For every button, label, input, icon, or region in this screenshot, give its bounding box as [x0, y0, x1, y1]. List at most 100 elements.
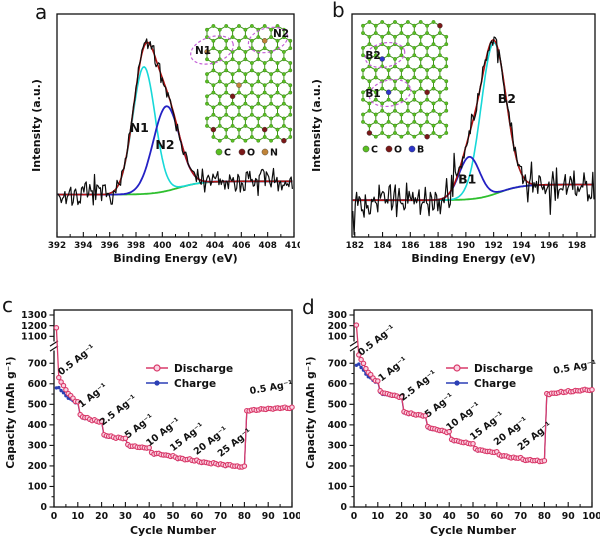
svg-text:Cycle Number: Cycle Number [130, 524, 217, 537]
panel-letter-b: b [332, 0, 345, 22]
svg-text:Discharge: Discharge [174, 363, 233, 375]
svg-text:N2: N2 [273, 28, 289, 40]
svg-text:N2: N2 [155, 137, 174, 152]
svg-text:394: 394 [74, 241, 92, 251]
svg-text:1200: 1200 [21, 321, 47, 332]
svg-text:1 Ag⁻¹: 1 Ag⁻¹ [76, 381, 109, 410]
svg-text:Discharge: Discharge [474, 363, 533, 375]
svg-text:188: 188 [429, 241, 447, 251]
svg-text:410: 410 [285, 241, 300, 251]
svg-text:100: 100 [328, 482, 348, 493]
svg-text:Intensity (a.u.): Intensity (a.u.) [30, 79, 43, 172]
svg-text:700: 700 [28, 358, 48, 369]
svg-text:404: 404 [206, 241, 224, 251]
svg-text:0: 0 [51, 511, 58, 522]
svg-text:40: 40 [443, 511, 456, 522]
xps-b1s-chart: 182 184 186 188 190 192 194 196 198 Binding Energ… [310, 13, 596, 265]
svg-text:300: 300 [328, 310, 348, 321]
svg-text:0: 0 [341, 502, 348, 513]
svg-text:Capacity (mAh g⁻¹): Capacity (mAh g⁻¹) [5, 356, 17, 468]
svg-text:402: 402 [179, 241, 197, 251]
svg-text:70: 70 [214, 511, 227, 522]
svg-text:20: 20 [395, 511, 408, 522]
svg-text:200: 200 [328, 321, 348, 332]
panel-letter-a: a [35, 0, 48, 24]
svg-text:194: 194 [512, 241, 530, 251]
svg-text:406: 406 [232, 241, 250, 251]
svg-text:100: 100 [28, 482, 48, 493]
svg-text:400: 400 [153, 241, 171, 251]
svg-text:500: 500 [328, 400, 348, 411]
svg-text:400: 400 [28, 420, 48, 431]
svg-text:Cycle Number: Cycle Number [430, 524, 517, 537]
svg-text:N: N [270, 147, 278, 158]
svg-text:80: 80 [538, 511, 551, 522]
svg-text:B1: B1 [365, 88, 380, 100]
svg-text:0: 0 [41, 502, 48, 513]
svg-text:O: O [394, 144, 402, 155]
svg-text:0.5 Ag⁻¹: 0.5 Ag⁻¹ [553, 358, 598, 376]
svg-text:1 Ag⁻¹: 1 Ag⁻¹ [376, 355, 409, 384]
svg-text:B: B [417, 144, 424, 155]
svg-text:N1: N1 [195, 45, 211, 57]
svg-text:396: 396 [100, 241, 118, 251]
svg-text:70: 70 [514, 511, 527, 522]
panel-a-xps-n1s: 392 394 396 398 400 402 404 406 408 410 Binding En… [0, 0, 300, 273]
svg-text:80: 80 [238, 511, 251, 522]
svg-text:600: 600 [28, 379, 48, 390]
svg-text:0.5 Ag⁻¹: 0.5 Ag⁻¹ [56, 343, 97, 378]
svg-text:198: 198 [568, 241, 586, 251]
svg-text:300: 300 [28, 441, 48, 452]
svg-text:90: 90 [562, 511, 575, 522]
svg-text:184: 184 [373, 241, 391, 251]
svg-text:300: 300 [328, 441, 348, 452]
svg-text:Binding Energy (eV): Binding Energy (eV) [411, 252, 535, 265]
svg-text:B2: B2 [365, 50, 380, 62]
svg-text:50: 50 [167, 511, 180, 522]
svg-text:Capacity (mAh g⁻¹): Capacity (mAh g⁻¹) [305, 356, 317, 468]
svg-text:196: 196 [540, 241, 558, 251]
svg-text:N1: N1 [130, 120, 149, 135]
svg-text:398: 398 [127, 241, 145, 251]
panel-d-rate-capability: 0 10 20 30 40 50 60 70 80 90 100 0 100 200 300 400 500 60… [300, 273, 600, 546]
svg-text:10: 10 [371, 511, 384, 522]
svg-text:Intensity (a.u.): Intensity (a.u.) [310, 79, 323, 172]
svg-text:0.5 Ag⁻¹: 0.5 Ag⁻¹ [356, 323, 397, 358]
svg-text:Binding Energy (eV): Binding Energy (eV) [113, 252, 237, 265]
svg-text:C: C [224, 147, 231, 158]
panel-c-rate-capability: 0 10 20 30 40 50 60 70 80 90 100 0 100 200 300 400 500 60… [0, 273, 300, 546]
svg-text:186: 186 [401, 241, 419, 251]
svg-text:392: 392 [48, 241, 66, 251]
svg-text:192: 192 [484, 241, 502, 251]
svg-text:0: 0 [351, 511, 358, 522]
svg-text:700: 700 [328, 358, 348, 369]
svg-text:200: 200 [28, 461, 48, 472]
svg-text:400: 400 [328, 420, 348, 431]
svg-text:500: 500 [28, 400, 48, 411]
svg-text:190: 190 [457, 241, 475, 251]
svg-text:30: 30 [419, 511, 432, 522]
svg-text:2.5 Ag⁻¹: 2.5 Ag⁻¹ [98, 393, 139, 428]
panel-letter-c: c [2, 293, 13, 317]
svg-text:20: 20 [95, 511, 108, 522]
svg-text:Charge: Charge [474, 378, 516, 390]
panel-letter-d: d [302, 295, 315, 319]
svg-text:2.5 Ag⁻¹: 2.5 Ag⁻¹ [398, 368, 439, 403]
svg-text:C: C [371, 144, 378, 155]
xps-n1s-chart: 392 394 396 398 400 402 404 406 408 410 Binding En… [30, 13, 300, 265]
svg-text:90: 90 [262, 511, 275, 522]
svg-text:200: 200 [328, 461, 348, 472]
svg-text:60: 60 [490, 511, 503, 522]
svg-text:600: 600 [328, 379, 348, 390]
svg-text:O: O [247, 147, 255, 158]
svg-text:60: 60 [190, 511, 203, 522]
svg-text:Charge: Charge [174, 378, 216, 390]
svg-text:B2: B2 [498, 91, 516, 106]
svg-text:1100: 1100 [21, 332, 47, 343]
svg-text:B1: B1 [458, 171, 476, 186]
svg-text:5 Ag⁻¹: 5 Ag⁻¹ [423, 391, 456, 420]
svg-text:0.5 Ag⁻¹: 0.5 Ag⁻¹ [249, 379, 294, 397]
svg-text:100: 100 [282, 511, 300, 522]
svg-text:1300: 1300 [21, 310, 47, 321]
